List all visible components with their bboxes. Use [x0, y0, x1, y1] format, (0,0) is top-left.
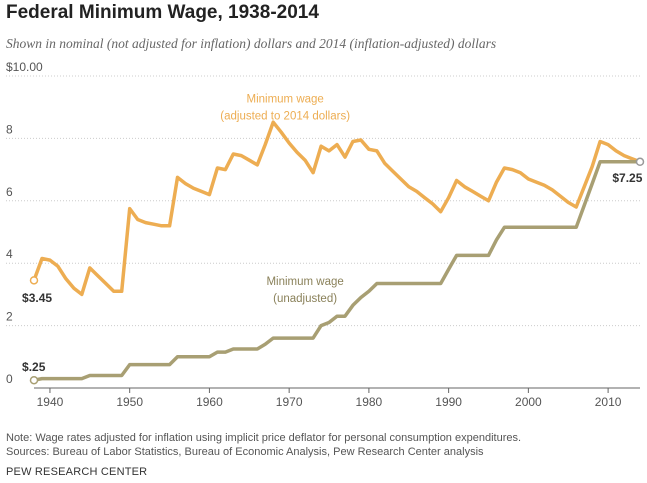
x-tick-label: 1990: [435, 395, 462, 409]
x-tick-label: 2010: [595, 395, 622, 409]
start-value-adjusted: $3.45: [22, 291, 52, 305]
chart-note: Note: Wage rates adjusted for inflation …: [6, 432, 522, 444]
y-tick-label: 2: [6, 310, 13, 324]
line-chart: 0 2 4 6 8 $10.00 1940 1950 1960 1970 1980 1990 2000…: [6, 60, 645, 409]
end-value-label: $7.25: [612, 171, 642, 185]
y-axis: 0 2 4 6 8 $10.00: [6, 60, 43, 386]
series-labels: Minimum wage (adjusted to 2014 dollars) Mi…: [22, 94, 643, 374]
series-line-adjusted: [32, 120, 641, 297]
x-tick-label: 1980: [356, 395, 383, 409]
chart-sources: Sources: Bureau of Labor Statistics, Bur…: [6, 446, 484, 458]
series-line-nominal: [33, 160, 640, 382]
x-tick-label: 1960: [196, 395, 223, 409]
x-tick-label: 1970: [276, 395, 303, 409]
y-tick-label: 6: [6, 185, 13, 199]
chart-subtitle: Shown in nominal (not adjusted for infla…: [6, 36, 497, 51]
end-point: [635, 157, 645, 167]
y-tick-label: 0: [6, 372, 13, 386]
series-label-nominal-line2: (unadjusted): [273, 293, 337, 305]
chart-title: Federal Minimum Wage, 1938-2014: [6, 2, 319, 23]
grid-lines: [6, 75, 640, 327]
y-tick-label: 8: [6, 122, 13, 136]
series-lines: [29, 120, 645, 385]
y-tick-label: $10.00: [6, 60, 43, 74]
series-label-nominal-line1: Minimum wage: [266, 276, 343, 288]
x-tick-label: 1950: [116, 395, 143, 409]
start-point-nominal: [29, 375, 39, 385]
series-label-adjusted-line1: Minimum wage: [247, 94, 324, 106]
start-point-adjusted: [29, 276, 39, 285]
x-tick-label: 1940: [37, 395, 64, 409]
x-axis: 1940 1950 1960 1970 1980 1990 2000 2010: [34, 387, 640, 409]
series-label-adjusted-line2: (adjusted to 2014 dollars): [220, 111, 350, 123]
x-tick-label: 2000: [515, 395, 542, 409]
start-value-nominal: $.25: [22, 360, 46, 374]
y-tick-label: 4: [6, 247, 13, 261]
brand-logo-text: PEW RESEARCH CENTER: [6, 466, 148, 478]
